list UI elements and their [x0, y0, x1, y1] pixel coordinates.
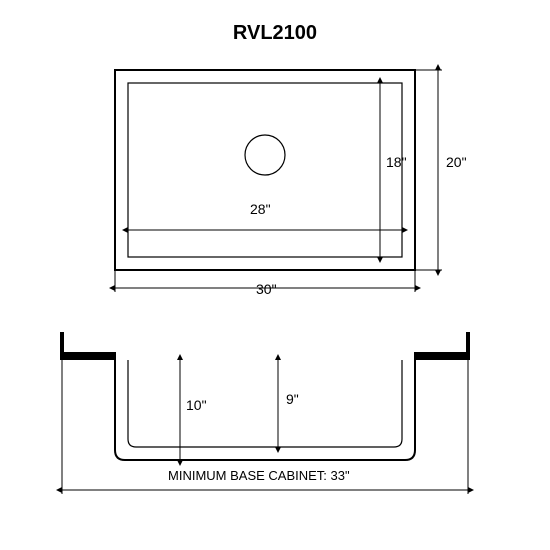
dim-inner-height: 18": [386, 154, 407, 170]
dim-inner-depth: 9": [286, 391, 299, 407]
dim-outer-depth: 10": [186, 397, 207, 413]
dim-outer-height: 20": [446, 154, 467, 170]
dim-inner-width: 28": [250, 201, 271, 217]
drawing-page: RVL2100 28" 18" 30" 20" 10" 9" MINIMUM B…: [0, 0, 550, 550]
dim-outer-width: 30": [256, 281, 277, 297]
dim-cabinet: MINIMUM BASE CABINET: 33": [168, 468, 350, 483]
